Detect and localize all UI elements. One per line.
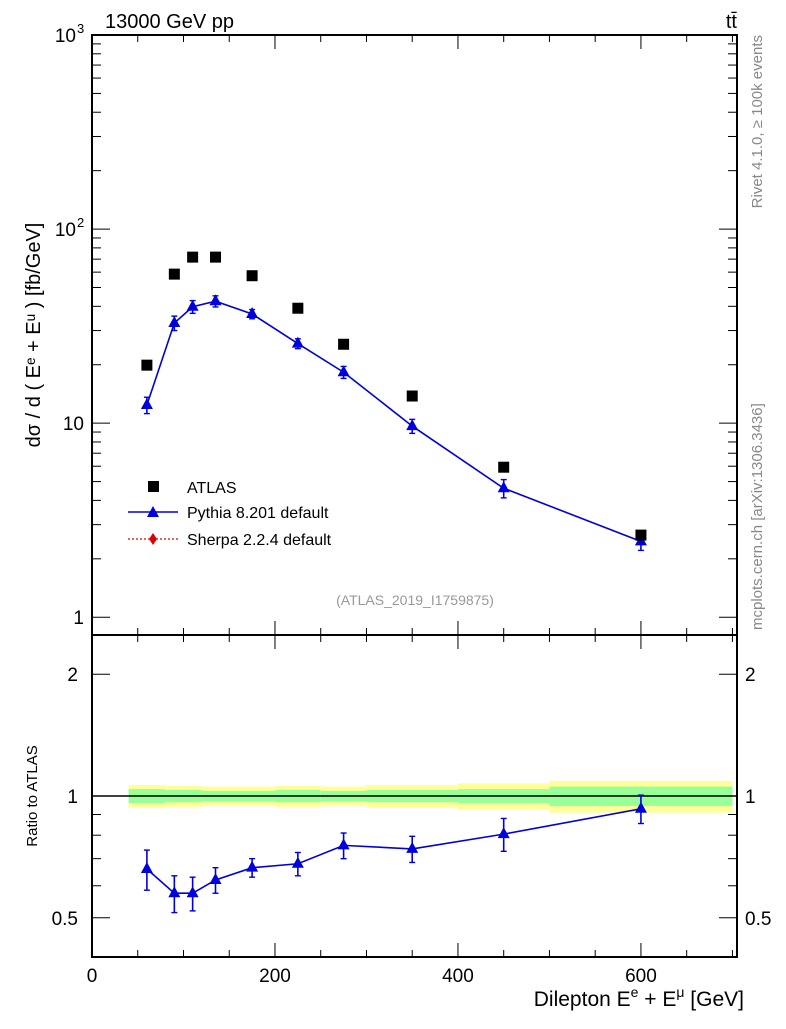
atlas-point bbox=[338, 338, 350, 350]
pythia-ratio-point bbox=[140, 862, 153, 874]
x-tick-label: 600 bbox=[625, 966, 657, 987]
pythia-point bbox=[497, 481, 510, 493]
legend-marker-sherpa bbox=[149, 533, 157, 545]
x-tick-label: 400 bbox=[442, 966, 474, 987]
legend-label-pythia: Pythia 8.201 default bbox=[187, 505, 329, 522]
atlas-point bbox=[498, 461, 510, 473]
pythia-ratio-point bbox=[337, 838, 350, 850]
title-right: tt̄ bbox=[726, 11, 738, 33]
pythia-point bbox=[291, 336, 304, 348]
atlas-point bbox=[406, 390, 418, 402]
atlas-point bbox=[141, 359, 153, 371]
pythia-ratio-point bbox=[186, 886, 199, 898]
pythia-point bbox=[186, 299, 199, 311]
ratio-y-tick-label: 0.5 bbox=[52, 909, 78, 930]
y-tick-label: 10 bbox=[63, 414, 84, 435]
title-left: 13000 GeV pp bbox=[105, 11, 234, 33]
y-tick-label: 10 bbox=[55, 26, 76, 47]
pythia-point bbox=[337, 365, 350, 377]
pythia-ratio-point bbox=[168, 886, 181, 898]
y-tick-label: 10 bbox=[55, 220, 76, 241]
data-marks bbox=[140, 251, 647, 914]
pythia-ratio-point bbox=[406, 841, 419, 853]
legend-label-sherpa: Sherpa 2.2.4 default bbox=[187, 532, 332, 549]
mcplots-label: mcplots.cern.ch [arXiv:1306.3436] bbox=[749, 403, 766, 630]
pythia-point bbox=[140, 398, 153, 410]
pythia-ratio-point bbox=[209, 872, 222, 884]
pythia-ratio-point bbox=[291, 856, 304, 868]
atlas-point bbox=[246, 270, 258, 282]
pythia-point bbox=[209, 294, 222, 306]
x-tick-label: 200 bbox=[259, 966, 291, 987]
ratio-y-tick-label-right: 2 bbox=[745, 665, 756, 686]
legend-marker-pythia bbox=[147, 506, 159, 517]
atlas-point bbox=[210, 251, 222, 263]
y-tick-label-exponent: 3 bbox=[77, 21, 84, 36]
y-tick-label-exponent: 2 bbox=[77, 215, 84, 230]
ratio-ylabel: Ratio to ATLAS bbox=[24, 745, 41, 846]
ratio-y-tick-label: 2 bbox=[67, 665, 78, 686]
ratio-y-tick-label-right: 1 bbox=[745, 787, 756, 808]
atlas-point bbox=[292, 302, 304, 314]
pythia-point bbox=[168, 316, 181, 328]
atlas-point bbox=[168, 268, 180, 280]
pythia-point bbox=[246, 307, 259, 319]
main-ylabel: dσ / d ( Eᵉ + Eᵘ ) [fb/GeV] bbox=[23, 223, 45, 448]
pythia-point bbox=[406, 419, 419, 431]
pythia-ratio-line bbox=[146, 807, 642, 895]
legend: ATLAS Pythia 8.201 default Sherpa 2.2.4 … bbox=[128, 480, 332, 549]
x-tick-label: 0 bbox=[87, 966, 98, 987]
y-tick-label: 1 bbox=[73, 608, 84, 629]
pythia-ratio-point bbox=[497, 827, 510, 839]
analysis-watermark: (ATLAS_2019_I1759875) bbox=[336, 592, 494, 608]
pythia-line bbox=[146, 300, 642, 543]
legend-label-atlas: ATLAS bbox=[187, 480, 237, 497]
rivet-version-label: Rivet 4.1.0, ≥ 100k events bbox=[749, 35, 766, 208]
legend-marker-atlas bbox=[148, 481, 159, 492]
ratio-y-tick-label-right: 0.5 bbox=[745, 909, 771, 930]
atlas-point bbox=[187, 251, 199, 263]
ratio-y-tick-label: 1 bbox=[67, 787, 78, 808]
atlas-point bbox=[635, 529, 647, 541]
pythia-ratio-point bbox=[246, 860, 259, 872]
pythia-ratio-point bbox=[634, 801, 647, 813]
ratio-bands bbox=[92, 780, 737, 813]
xlabel: Dilepton Ee + Eμ [GeV] bbox=[534, 984, 744, 1011]
